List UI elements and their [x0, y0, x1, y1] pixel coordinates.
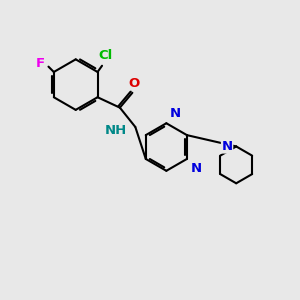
Text: N: N — [170, 107, 181, 120]
Text: N: N — [221, 140, 233, 153]
Text: F: F — [36, 57, 45, 70]
Text: N: N — [190, 163, 202, 176]
Text: NH: NH — [105, 124, 127, 137]
Text: Cl: Cl — [98, 49, 112, 62]
Text: O: O — [128, 77, 140, 90]
